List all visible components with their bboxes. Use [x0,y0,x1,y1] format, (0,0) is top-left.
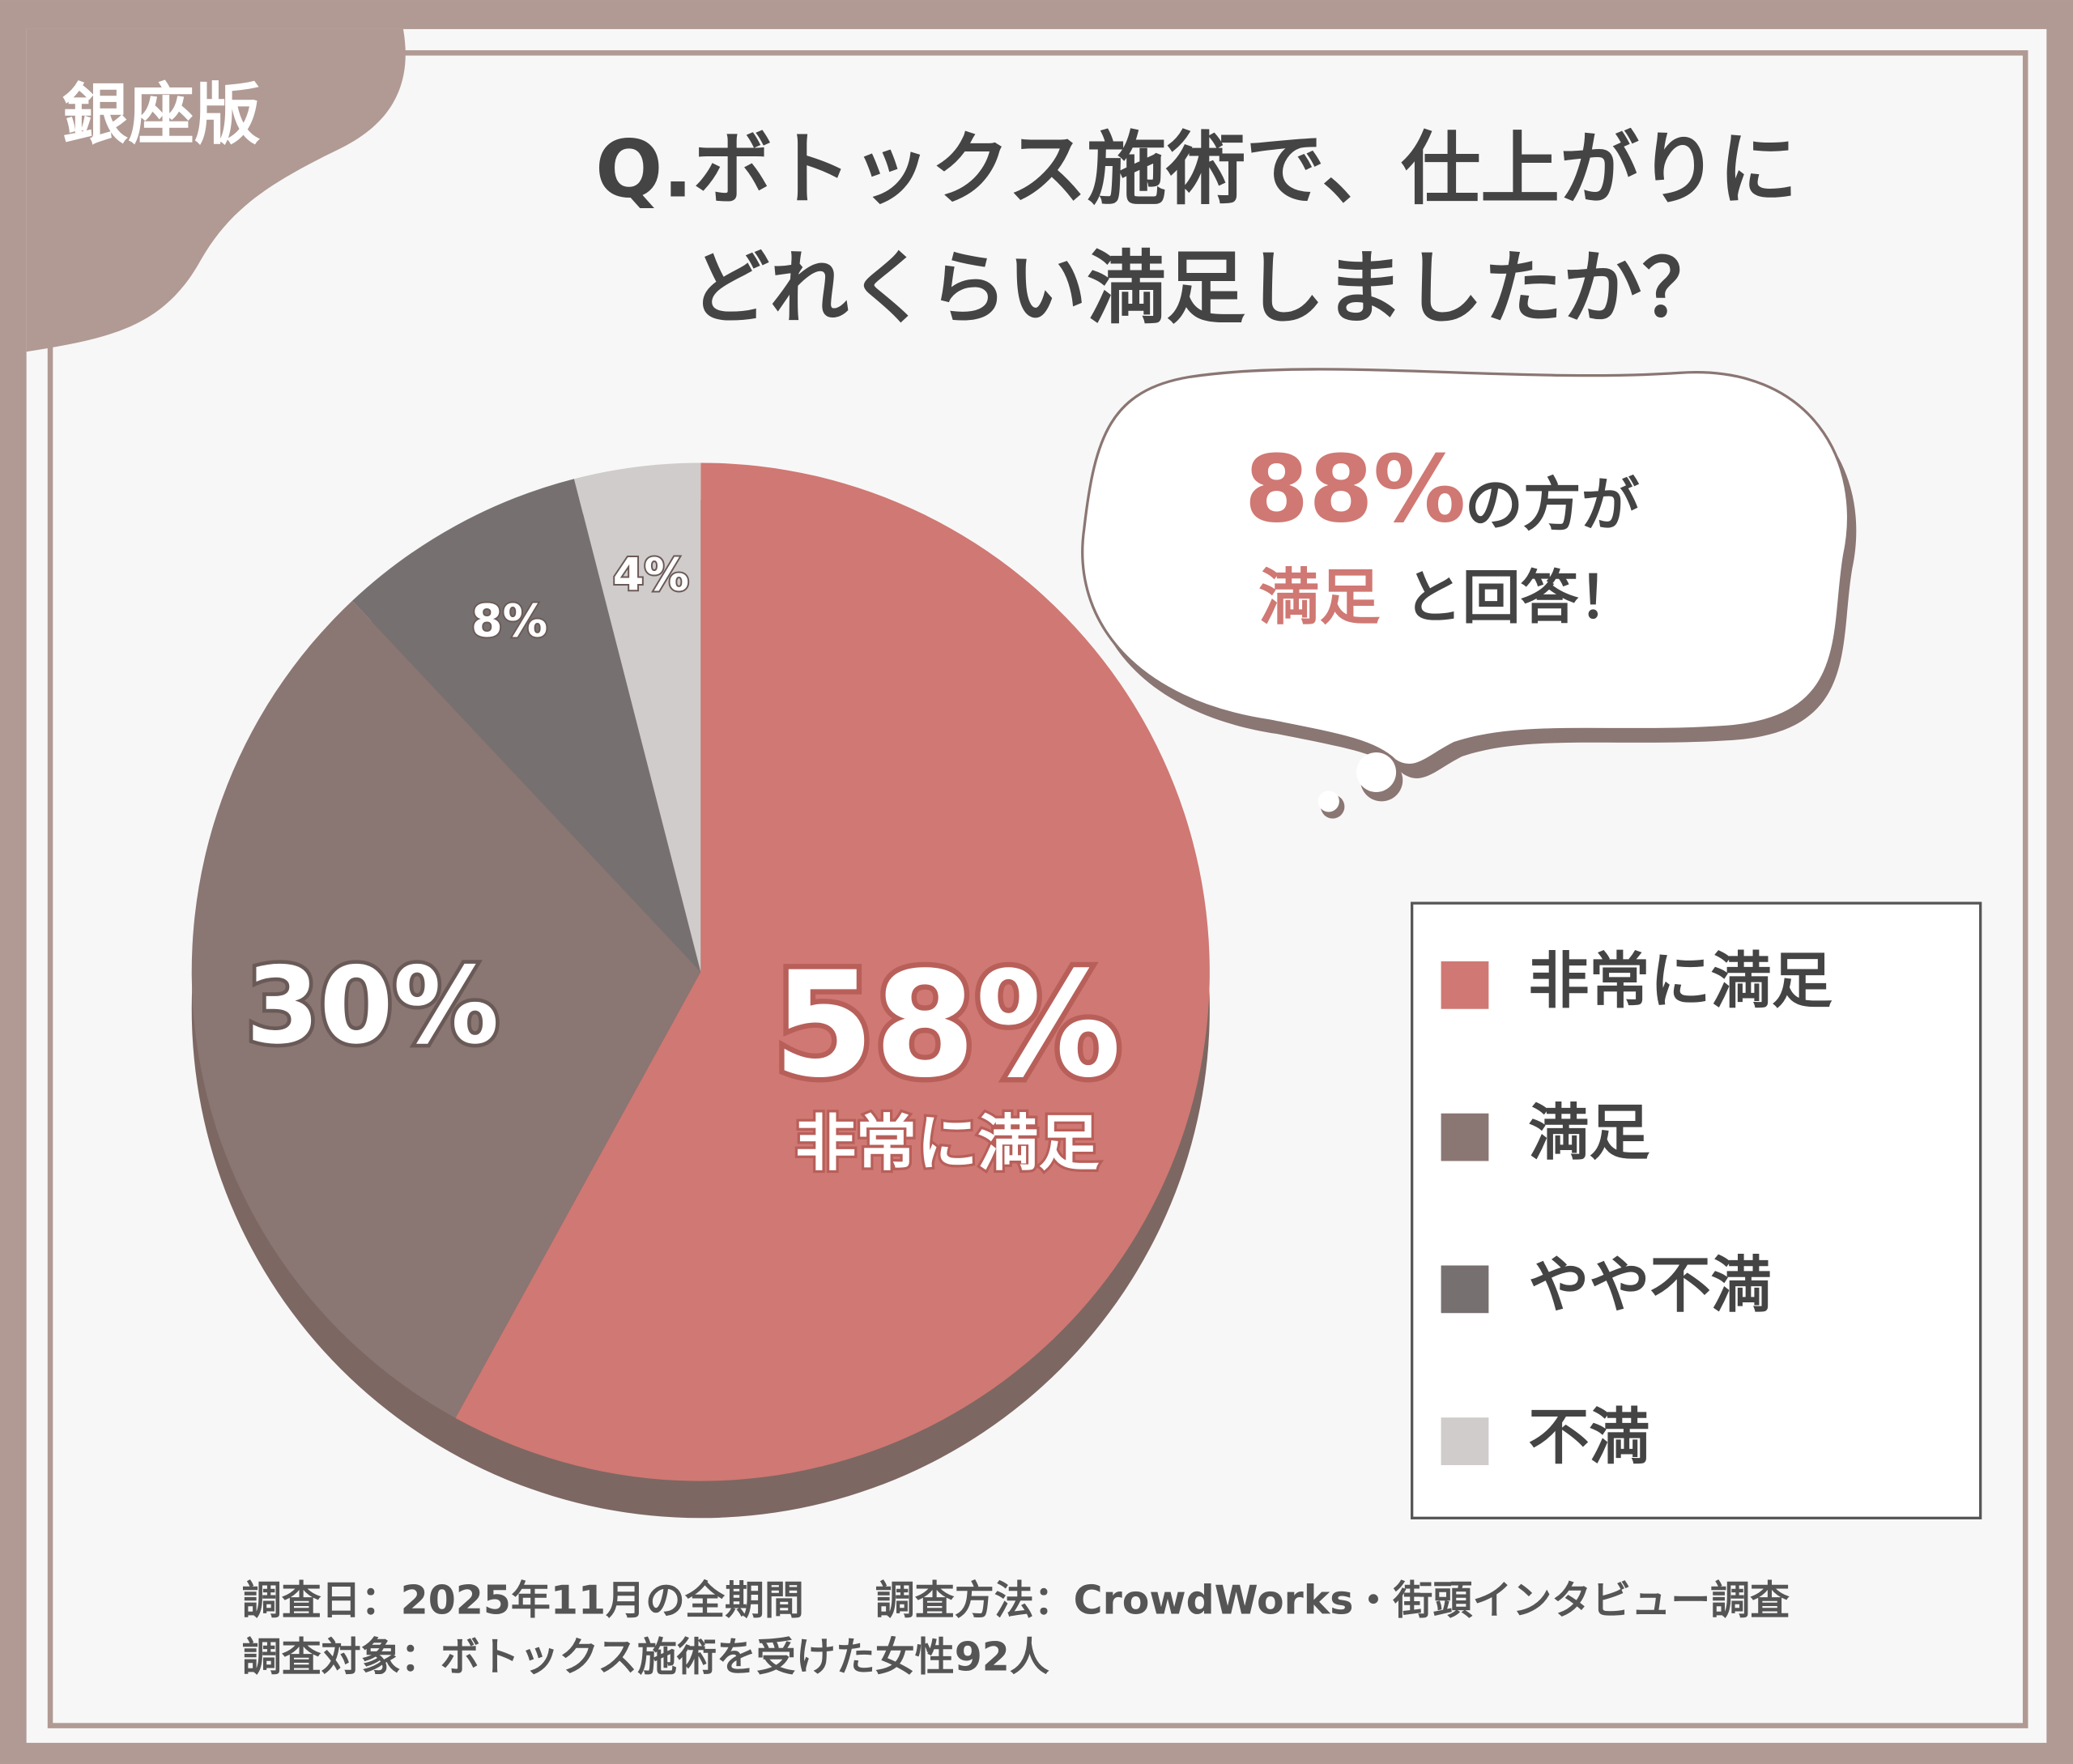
legend-label: 満足 [1528,1097,1649,1169]
pie-slice [191,600,701,1418]
callout-text: 満足 [1258,561,1380,633]
legend-label: やや不満 [1528,1249,1771,1320]
slice-label: 4% [613,549,689,602]
slice-category: 非常に満足 [795,1107,1099,1178]
legend-label: 不満 [1528,1401,1649,1472]
callout-figure: 88% [1245,435,1466,543]
slice-label: 8% [471,595,547,648]
legend-label: 非常に満足 [1528,945,1832,1016]
pie-slice [573,462,701,973]
note: 調査方法：CrowdWorks・街頭インタビュー調査 [875,1577,1790,1623]
callout-dot [1317,790,1339,812]
pie: 58%非常に満足 30% 8% 4% [191,462,1210,1519]
legend-swatch [1441,1417,1489,1465]
callout: 88% の方が 満足 と回答！ [1081,368,1857,819]
pie-slice [352,479,701,973]
callout-bubble [1081,368,1850,767]
legend-swatch [1441,1265,1489,1314]
slice-label: 58% [773,940,1122,1110]
legend-swatch [1441,1113,1489,1161]
callout-dot [1356,752,1397,792]
callout-text: の方が [1465,471,1640,539]
note: 調査対象：ボトックス施術を受けた女性92人 [242,1634,1049,1681]
legend-box [1411,901,1982,1519]
title-line: どれくらい満足しましたか？ [690,242,1721,334]
badge-shape [26,28,406,352]
title-line: Q.ボトックス施術で、仕上がりに [595,123,1798,215]
badge: 銀座版 [62,76,261,153]
pie-slice [455,462,1210,1481]
callout-text: と回答！ [1404,563,1637,631]
slice-label: 30% [246,944,500,1067]
note: 調査日：2025年11月の全期間 [242,1577,804,1623]
panel-border [47,50,2028,1728]
legend-swatch [1441,961,1489,1009]
